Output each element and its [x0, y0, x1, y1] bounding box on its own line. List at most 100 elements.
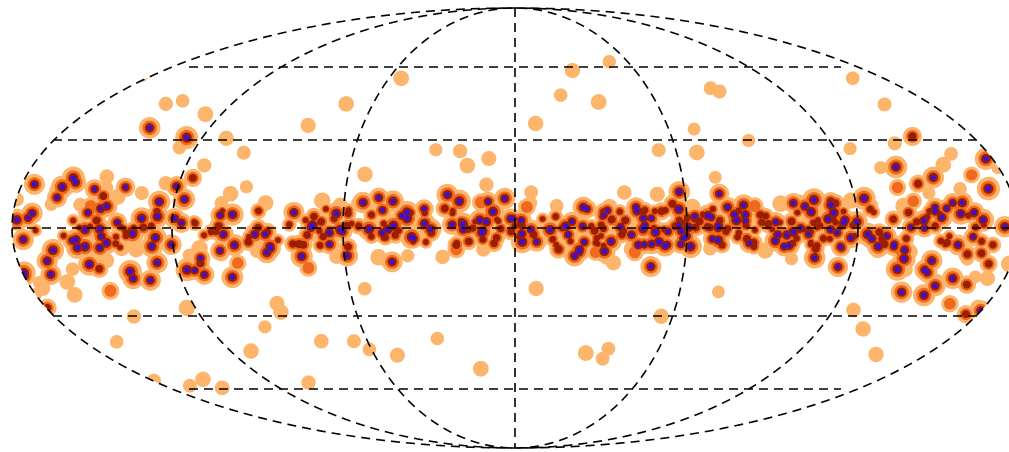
low-density [158, 176, 174, 191]
mid-density [104, 284, 117, 297]
source [69, 238, 75, 243]
mid-density [520, 201, 533, 213]
low-density [1001, 255, 1009, 273]
high-density [367, 232, 375, 240]
high-density [668, 199, 677, 208]
low-density [35, 281, 51, 296]
source [98, 233, 104, 239]
high-density [112, 240, 120, 248]
high-density [139, 223, 148, 232]
source [104, 203, 110, 209]
high-density [316, 227, 323, 234]
source [705, 212, 711, 219]
source [678, 241, 684, 247]
source [921, 218, 927, 224]
source [29, 210, 35, 216]
high-density [112, 233, 120, 240]
low-density [236, 145, 251, 160]
high-density [683, 213, 691, 221]
source [379, 230, 385, 236]
high-density [889, 215, 898, 224]
low-density [553, 88, 568, 102]
source [901, 255, 907, 262]
high-density [616, 208, 624, 216]
source [869, 236, 875, 242]
low-density [66, 286, 83, 303]
source [692, 213, 698, 219]
source [893, 164, 899, 170]
high-density [618, 230, 626, 239]
source [649, 241, 655, 247]
low-density [300, 117, 316, 133]
source [955, 242, 961, 248]
source [898, 289, 905, 295]
source [608, 238, 614, 245]
source [154, 260, 160, 266]
source [184, 266, 190, 273]
source [460, 221, 466, 227]
high-density [244, 238, 253, 246]
low-density [479, 177, 494, 192]
source [743, 218, 748, 224]
source [641, 242, 647, 247]
high-density [814, 217, 821, 224]
low-density [182, 378, 197, 393]
low-density [301, 375, 316, 390]
high-density [904, 208, 913, 217]
low-density [222, 185, 239, 202]
low-density [867, 392, 881, 406]
source [138, 215, 145, 221]
high-density [303, 231, 312, 239]
source [742, 212, 748, 218]
source [746, 240, 752, 246]
high-density [449, 210, 456, 217]
source [217, 212, 223, 218]
source [565, 232, 571, 238]
low-density [197, 106, 214, 123]
high-density [214, 221, 223, 231]
source [649, 216, 654, 221]
source [14, 217, 20, 223]
high-density [808, 239, 814, 246]
source [201, 272, 207, 278]
high-density [699, 211, 706, 218]
source [114, 220, 120, 225]
low-density [172, 140, 187, 155]
source [581, 239, 587, 245]
source [82, 243, 88, 250]
low-density [843, 142, 857, 156]
high-density [734, 233, 741, 241]
source [773, 219, 779, 225]
source [633, 204, 639, 210]
source [48, 271, 54, 278]
low-density [712, 84, 727, 99]
source [380, 207, 385, 213]
low-density [357, 281, 372, 296]
source [662, 243, 668, 249]
mid-density [232, 257, 244, 269]
low-density [429, 143, 443, 157]
low-density [935, 156, 952, 173]
high-density [316, 242, 324, 249]
low-density [601, 341, 616, 356]
low-density [134, 186, 149, 201]
source [921, 292, 927, 298]
low-density [459, 157, 476, 174]
source [220, 231, 226, 238]
source [519, 231, 525, 237]
high-density [703, 222, 712, 231]
source [399, 213, 405, 219]
mid-density [907, 195, 919, 207]
high-density [344, 242, 353, 251]
low-density [65, 262, 80, 276]
source [861, 195, 867, 202]
source [854, 219, 860, 225]
low-density [313, 333, 329, 349]
low-density [564, 62, 581, 79]
high-density [452, 241, 461, 249]
high-density [539, 216, 546, 222]
source [922, 225, 927, 231]
high-density [965, 212, 972, 219]
high-density [989, 241, 997, 249]
source [605, 208, 610, 213]
